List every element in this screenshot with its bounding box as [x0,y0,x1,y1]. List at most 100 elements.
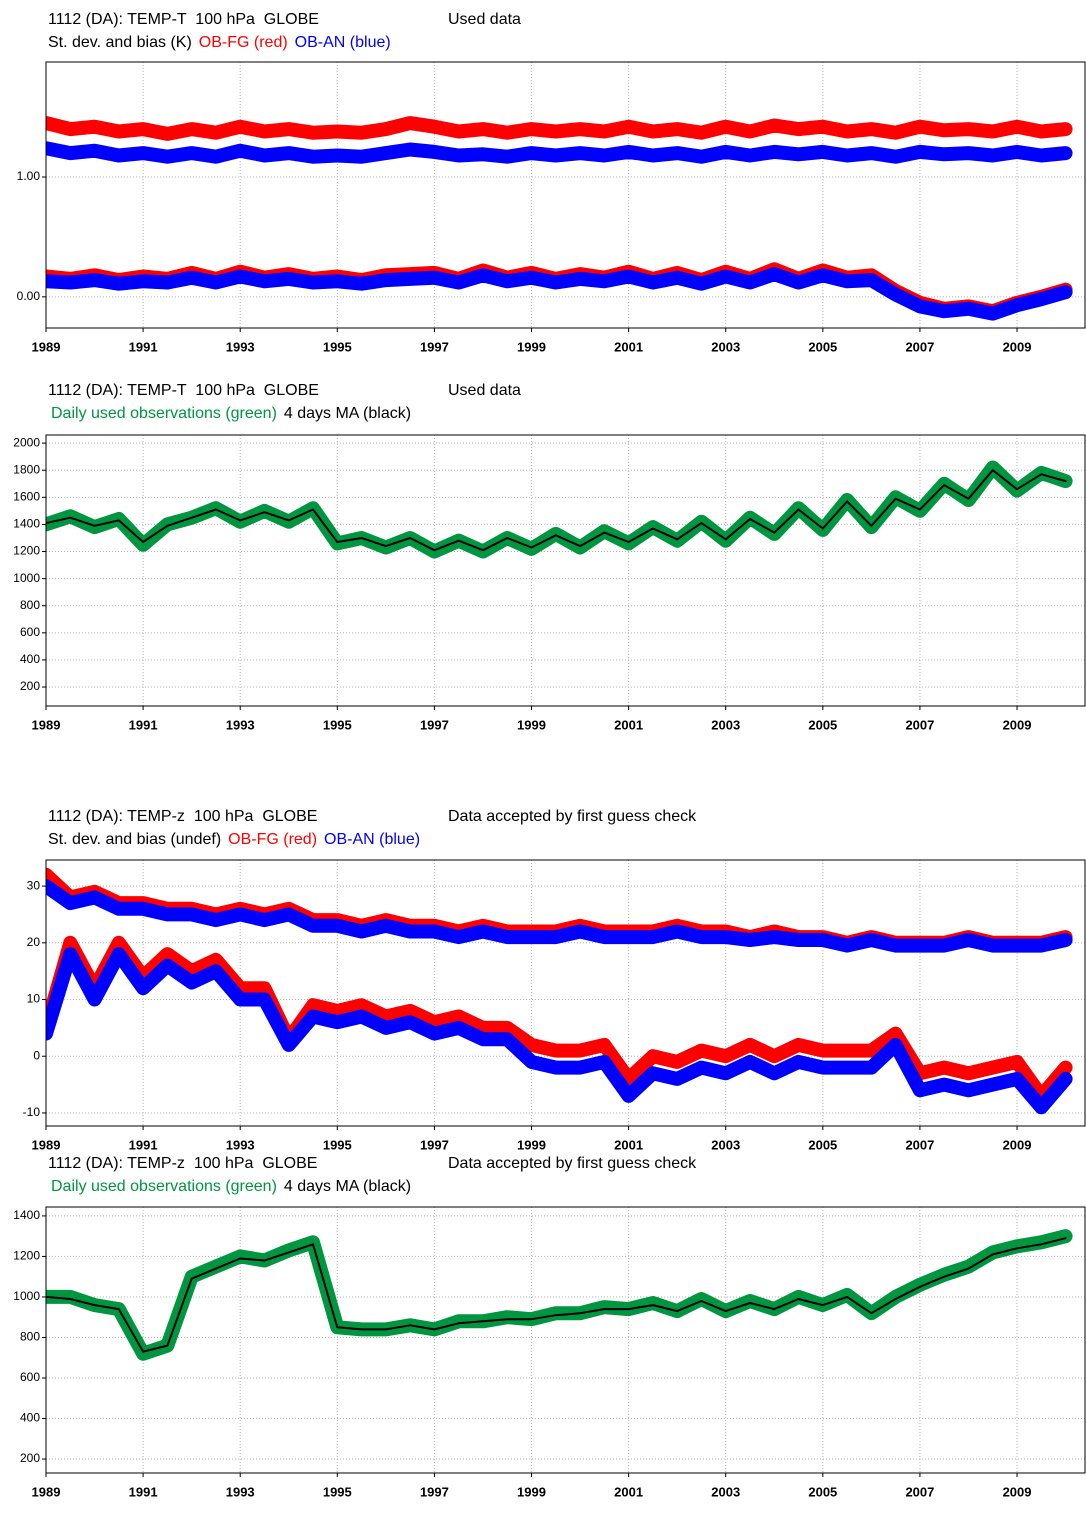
plot-frame [45,859,1086,1127]
x-tick-label: 1995 [323,1484,352,1499]
y-tick-label: 10 [27,992,41,1006]
y-tick-label: -10 [23,1105,41,1119]
x-tick-label: 1995 [323,339,352,354]
legend-entry: 4 days MA (black) [284,405,411,422]
x-tick-label: 1995 [323,717,352,732]
legend-entry: 4 days MA (black) [284,1178,411,1195]
x-tick-label: 2005 [808,339,837,354]
bias-line [46,935,1073,1103]
x-tick-label: 2005 [808,1484,837,1499]
x-tick-label: 1989 [32,1137,61,1152]
x-tick-label: 1993 [226,1484,255,1499]
y-tick-label: 200 [20,679,40,693]
plot-area [46,867,1073,1115]
series-line [46,879,1073,953]
x-tick-label: 1991 [129,1137,158,1152]
x-tick-label: 2001 [614,717,643,732]
x-tick-label: 2001 [614,1484,643,1499]
x-tick-label: 2007 [905,1484,934,1499]
y-tick-label: 1000 [13,571,40,585]
chart-title: 1112 (DA): TEMP-z 100 hPa GLOBE [48,1155,317,1172]
x-tick-label: 2005 [808,1137,837,1152]
series-line [46,1229,1073,1361]
x-tick-label: 2007 [905,339,934,354]
y-tick-label: 1400 [13,1208,40,1222]
chart-title: 1112 (DA): TEMP-T 100 hPa GLOBE [48,382,319,399]
plot-frame [45,1206,1086,1474]
x-tick-label: 2003 [711,717,740,732]
legend-entry: Daily used observations (green) [51,405,277,422]
y-tick-label: 0 [33,1048,40,1062]
legend: St. dev. and bias (undef) OB-FG (red) OB-A… [48,831,420,848]
x-tick-label: 1989 [32,1484,61,1499]
bias-line [46,267,1073,321]
x-tick-label: 2009 [1003,339,1032,354]
chart: 1112 (DA): TEMP-T 100 hPa GLOBE Used data… [13,382,1086,732]
legend: St. dev. and bias (K) OB-FG (red) OB-AN (b… [48,34,391,51]
x-tick-label: 2003 [711,1137,740,1152]
x-tick-label: 2003 [711,339,740,354]
x-tick-label: 2005 [808,717,837,732]
chart-subtitle: Used data [448,11,521,28]
series-line [46,469,1067,552]
legend-entry: OB-AN (blue) [324,831,420,848]
plot-area [46,460,1073,559]
legend-entry: OB-FG (red) [228,831,317,848]
chart: 1112 (DA): TEMP-T 100 hPa GLOBE Used data… [17,11,1086,354]
x-tick-label: 1989 [32,339,61,354]
x-tick-label: 2003 [711,1484,740,1499]
y-tick-label: 20 [27,935,41,949]
chart: 1112 (DA): TEMP-z 100 hPa GLOBE Data acce… [23,808,1086,1152]
x-tick-label: 1999 [517,1484,546,1499]
chart-subtitle: Data accepted by first guess check [448,1155,697,1172]
x-tick-label: 1999 [517,717,546,732]
y-tick-label: 30 [27,878,41,892]
x-tick-label: 1991 [129,339,158,354]
chart-subtitle: Data accepted by first guess check [448,808,697,825]
y-tick-label: 600 [20,1370,40,1384]
x-tick-label: 1989 [32,717,61,732]
x-tick-label: 1993 [226,1137,255,1152]
x-tick-label: 1999 [517,1137,546,1152]
y-tick-label: 1000 [13,1289,40,1303]
y-tick-label: 400 [20,1411,40,1425]
y-tick-label: 1.00 [17,169,41,183]
x-tick-label: 2009 [1003,717,1032,732]
y-label: St. dev. and bias (undef) [48,831,221,848]
x-tick-label: 1995 [323,1137,352,1152]
plot-frame [45,434,1086,707]
series-line [46,1237,1067,1353]
x-tick-label: 1993 [226,339,255,354]
y-tick-label: 1400 [13,517,40,531]
legend: Daily used observations (green) 4 days MA… [51,1178,411,1195]
y-tick-label: 800 [20,598,40,612]
chart-subtitle: Used data [448,382,521,399]
y-tick-label: 1800 [13,462,40,476]
series-line [46,460,1073,559]
x-tick-label: 1991 [129,1484,158,1499]
legend-entry: OB-FG (red) [199,34,288,51]
y-tick-label: 400 [20,652,40,666]
bias-line [46,947,1073,1115]
x-tick-label: 2001 [614,339,643,354]
x-tick-label: 1997 [420,1484,449,1499]
chart: 1112 (DA): TEMP-z 100 hPa GLOBE Data acce… [13,1155,1086,1499]
x-tick-label: 2001 [614,1137,643,1152]
legend: Daily used observations (green) 4 days MA… [51,405,411,422]
legend-entry: OB-AN (blue) [295,34,391,51]
series-line [46,141,1073,164]
y-tick-label: 1200 [13,544,40,558]
x-tick-label: 1993 [226,717,255,732]
plot-area [46,1229,1073,1361]
plot-frame [45,61,1086,329]
series-line [46,116,1073,141]
x-tick-label: 2009 [1003,1137,1032,1152]
y-label: St. dev. and bias (K) [48,34,192,51]
y-tick-label: 1600 [13,490,40,504]
y-tick-label: 600 [20,625,40,639]
x-tick-label: 2007 [905,717,934,732]
y-tick-label: 1200 [13,1249,40,1263]
x-tick-label: 1997 [420,339,449,354]
y-tick-label: 2000 [13,435,40,449]
